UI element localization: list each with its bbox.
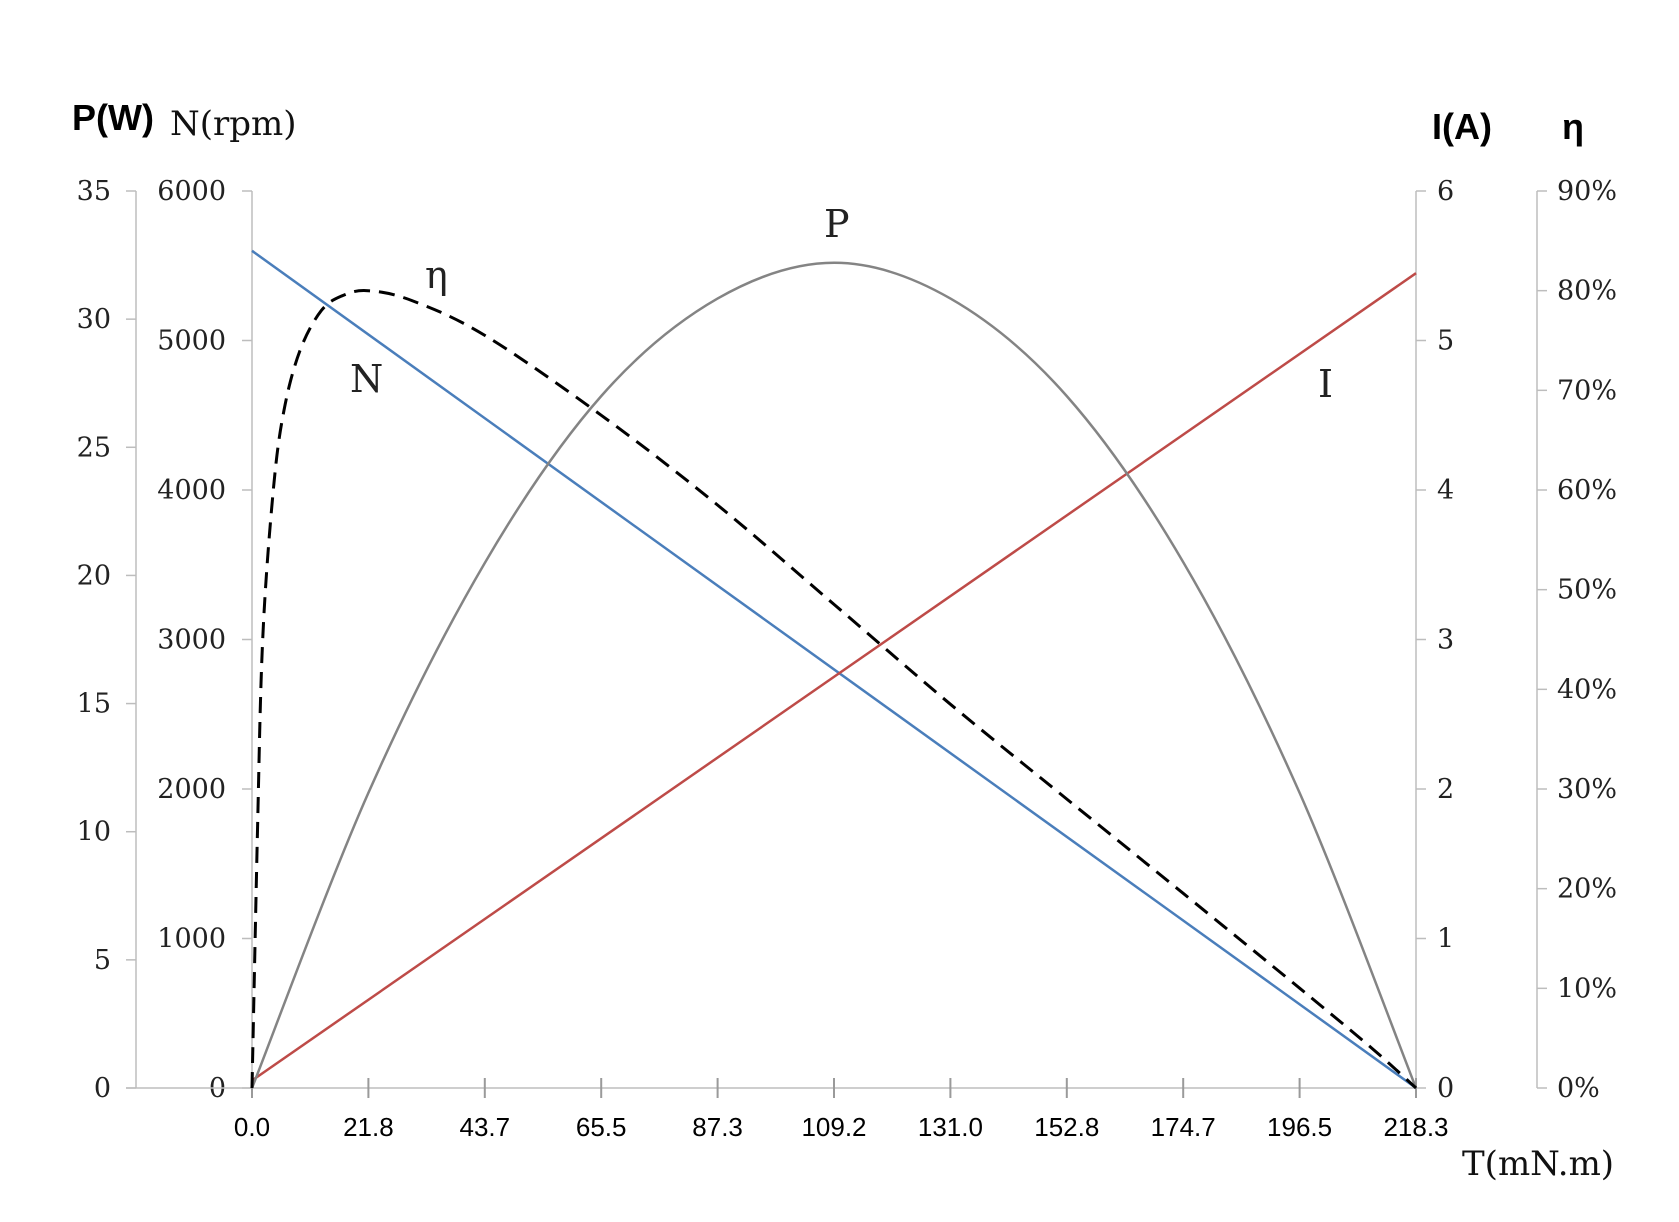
n-axis-tick-label: 2000: [157, 774, 226, 805]
i-axis-tick-label: 3: [1437, 625, 1454, 656]
series-label-n: N: [350, 357, 383, 401]
i-axis-title: I(A): [1432, 106, 1492, 147]
p-axis-tick-label: 15: [77, 689, 111, 720]
n-axis-tick-label: 1000: [157, 924, 226, 955]
p-axis-tick-label: 30: [77, 304, 111, 335]
x-axis-tick-label: 109.2: [801, 1112, 866, 1142]
p-axis-tick-label: 5: [94, 945, 111, 976]
eta-axis-title: η: [1562, 106, 1584, 147]
series-line-eta: [250, 289, 1417, 1090]
n-axis-title: N(rpm): [170, 104, 297, 144]
eta-axis-tick-label: 60%: [1557, 475, 1617, 506]
x-axis-tick-label: 87.3: [692, 1112, 743, 1142]
i-axis-tick-label: 2: [1437, 774, 1454, 805]
x-axis-tick-label: 196.5: [1267, 1112, 1332, 1142]
i-axis-tick-label: 1: [1437, 924, 1454, 955]
series-line-p: [250, 261, 1418, 1089]
i-axis-tick-label: 6: [1437, 176, 1454, 207]
eta-axis-tick-label: 90%: [1557, 176, 1617, 207]
p-axis-tick-label: 25: [77, 432, 111, 463]
n-axis-tick-label: 3000: [157, 625, 226, 656]
n-axis-tick-label: 5000: [157, 326, 226, 357]
p-axis-tick-label: 0: [94, 1073, 111, 1104]
i-axis-tick-label: 0: [1437, 1073, 1454, 1104]
series-line-n: [251, 249, 1417, 1090]
x-axis-tick-label: 43.7: [459, 1112, 510, 1142]
x-axis-title: T(mN.m): [1462, 1144, 1614, 1184]
eta-axis-tick-label: 80%: [1557, 276, 1617, 307]
series-label-i: I: [1318, 362, 1333, 406]
series-label-p: P: [824, 202, 850, 246]
i-axis-tick-label: 5: [1437, 326, 1454, 357]
n-axis-tick-label: 4000: [157, 475, 226, 506]
x-axis-tick-label: 152.8: [1034, 1112, 1099, 1142]
series-layer: [250, 249, 1418, 1090]
x-axis-tick-label: 21.8: [343, 1112, 394, 1142]
p-axis-tick-label: 20: [77, 560, 111, 591]
n-axis-tick-label: 6000: [157, 176, 226, 207]
axes-layer: 0510152025303501000200030004000500060000…: [77, 176, 1617, 1142]
eta-axis-tick-label: 70%: [1557, 375, 1617, 406]
x-axis-tick-label: 65.5: [576, 1112, 627, 1142]
series-label-eta: η: [425, 253, 448, 297]
eta-axis-tick-label: 40%: [1557, 674, 1617, 705]
i-axis-tick-label: 4: [1437, 475, 1454, 506]
eta-axis-tick-label: 50%: [1557, 575, 1617, 606]
x-axis-tick-label: 0.0: [234, 1112, 270, 1142]
eta-axis-tick-label: 20%: [1557, 874, 1617, 905]
series-line-i: [251, 272, 1417, 1082]
x-axis-tick-label: 218.3: [1383, 1112, 1448, 1142]
x-axis-tick-label: 174.7: [1151, 1112, 1216, 1142]
x-axis-tick-label: 131.0: [918, 1112, 983, 1142]
eta-axis-tick-label: 10%: [1557, 973, 1617, 1004]
p-axis-tick-label: 10: [77, 817, 111, 848]
eta-axis-tick-label: 0%: [1557, 1073, 1600, 1104]
p-axis-title: P(W): [72, 97, 154, 138]
p-axis-tick-label: 35: [77, 176, 111, 207]
eta-axis-tick-label: 30%: [1557, 774, 1617, 805]
